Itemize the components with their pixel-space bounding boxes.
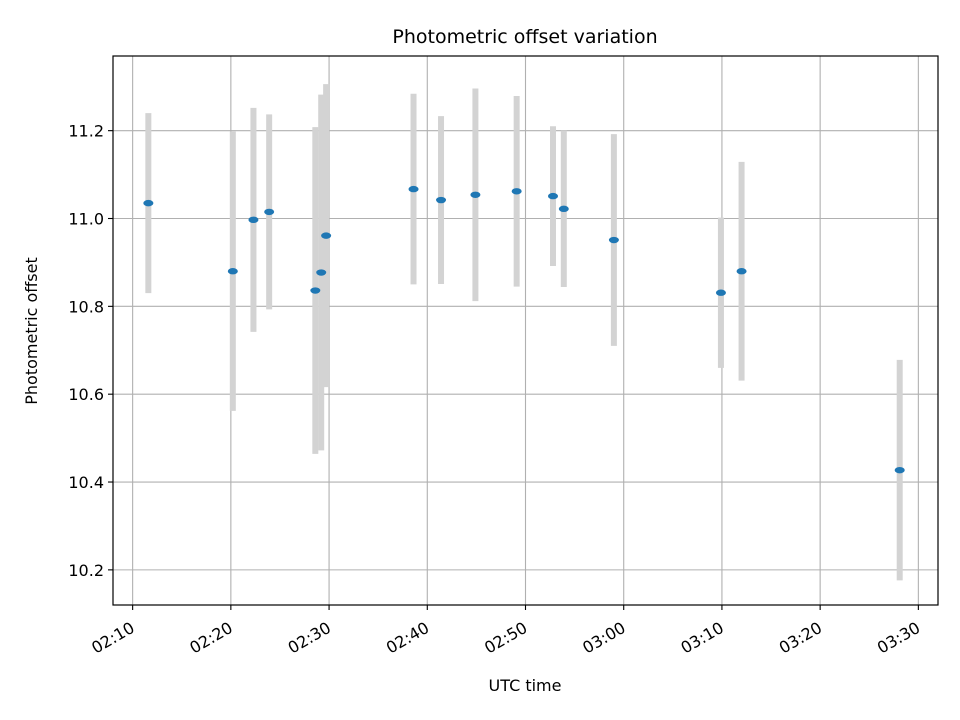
data-points bbox=[143, 185, 905, 474]
data-point bbox=[470, 191, 481, 198]
data-point bbox=[264, 208, 275, 216]
y-tick-label: 10.8 bbox=[68, 297, 104, 316]
y-tick-label: 11.0 bbox=[68, 210, 104, 229]
y-axis-label: Photometric offset bbox=[22, 257, 41, 405]
data-point bbox=[248, 216, 259, 224]
y-axis: 10.2 10.4 10.6 10.8 11.0 11.2 bbox=[68, 122, 113, 580]
data-point bbox=[548, 192, 558, 200]
chart-title: Photometric offset variation bbox=[392, 26, 657, 48]
y-tick-label: 10.2 bbox=[68, 561, 104, 580]
y-tick-label: 10.6 bbox=[68, 385, 104, 404]
data-point bbox=[715, 289, 726, 296]
x-axis-label: UTC time bbox=[489, 676, 562, 695]
data-point bbox=[558, 205, 569, 213]
data-point bbox=[310, 287, 321, 294]
data-point bbox=[894, 466, 905, 474]
data-point bbox=[227, 268, 238, 275]
data-point bbox=[511, 188, 522, 195]
data-point bbox=[316, 269, 327, 276]
grid bbox=[113, 56, 938, 605]
data-point bbox=[608, 236, 619, 244]
y-tick-label: 11.2 bbox=[68, 122, 104, 141]
data-point bbox=[321, 232, 332, 239]
data-point bbox=[736, 268, 747, 275]
data-point bbox=[408, 185, 419, 193]
y-tick-label: 10.4 bbox=[68, 473, 104, 492]
data-point bbox=[436, 196, 447, 204]
data-point bbox=[143, 199, 154, 207]
